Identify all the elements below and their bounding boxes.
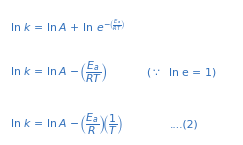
Text: ($\because$  ln e = 1): ($\because$ ln e = 1) bbox=[146, 66, 217, 79]
Text: $\ln\,k\,=\,\ln A\,-\!\left(\dfrac{E_a}{R}\right)\!\left(\dfrac{1}{T}\right)$: $\ln\,k\,=\,\ln A\,-\!\left(\dfrac{E_a}{… bbox=[10, 112, 123, 137]
Text: ....(2): ....(2) bbox=[170, 120, 199, 130]
Text: $\ln\,k\,=\,\ln A\,-\!\left(\dfrac{E_a}{RT}\right)$: $\ln\,k\,=\,\ln A\,-\!\left(\dfrac{E_a}{… bbox=[10, 60, 107, 85]
Text: $\ln\,k\,=\,\ln A\,+\,\ln\,e^{-\left(\frac{E_a}{RT}\right)}$: $\ln\,k\,=\,\ln A\,+\,\ln\,e^{-\left(\fr… bbox=[10, 18, 125, 34]
